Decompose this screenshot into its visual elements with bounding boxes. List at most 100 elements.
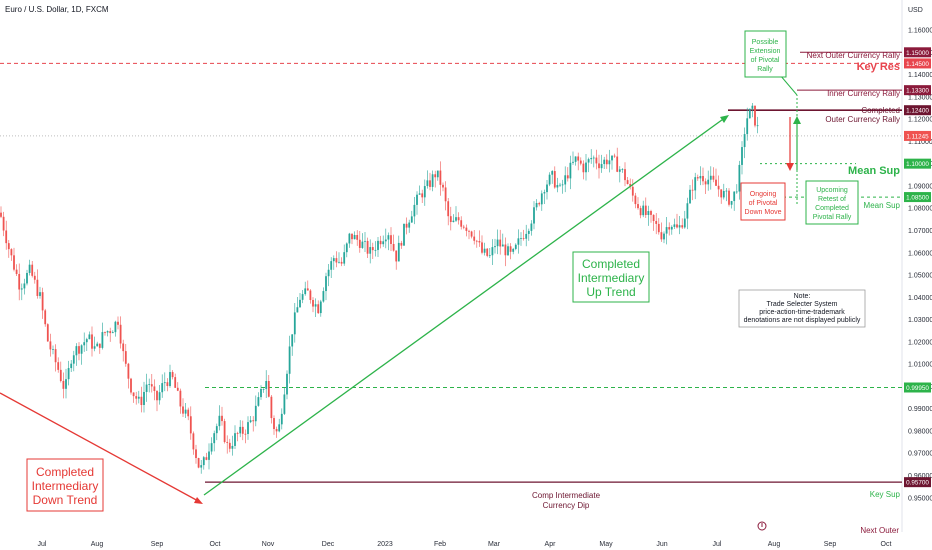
- candle-body: [241, 426, 244, 434]
- note-line-1: Note:: [794, 293, 811, 300]
- candle-body: [522, 238, 525, 239]
- candle-body: [197, 458, 200, 468]
- candle-body: [249, 420, 252, 423]
- candle-body: [712, 175, 715, 180]
- candle-body: [546, 184, 548, 193]
- candle-body: [10, 249, 13, 256]
- candle-body: [639, 208, 642, 216]
- x-tick-label: Oct: [210, 541, 221, 548]
- mean-sup-small-label: Mean Sup: [864, 201, 901, 210]
- candle-body: [686, 203, 689, 219]
- candle-body: [486, 248, 489, 256]
- candle-body: [561, 184, 564, 186]
- candle-body: [223, 421, 226, 442]
- candle-body: [262, 388, 265, 390]
- key-sup-label: Key Sup: [870, 490, 901, 499]
- candle-body: [130, 378, 132, 393]
- candle-body: [535, 203, 538, 208]
- candle-body: [80, 345, 83, 354]
- candle-body: [156, 390, 158, 401]
- candle-body: [637, 204, 639, 209]
- candle-body: [364, 240, 366, 242]
- candle-body: [434, 174, 437, 178]
- candle-body: [410, 216, 413, 223]
- candle-body: [574, 156, 577, 162]
- candle-body: [114, 321, 117, 333]
- candle-body: [176, 387, 179, 391]
- candle-body: [244, 433, 247, 435]
- extension-connector: [779, 74, 798, 96]
- candle-body: [33, 275, 36, 280]
- extension-line-4: Rally: [757, 66, 773, 73]
- x-tick-label: 2023: [377, 541, 393, 548]
- candle-body: [618, 169, 621, 172]
- x-tick-label: Aug: [768, 541, 781, 548]
- candle-body: [247, 422, 249, 435]
- ongoing-line-3: Down Move: [745, 209, 782, 216]
- x-tick-label: Aug: [91, 541, 104, 548]
- candle-body: [374, 249, 377, 251]
- extension-line-3: of Pivotal: [751, 57, 780, 64]
- down-trend-line-1: Completed: [36, 465, 94, 479]
- candle-body: [605, 159, 608, 165]
- candle-body: [358, 239, 361, 248]
- candle-body: [67, 368, 70, 380]
- candle-body: [488, 255, 491, 257]
- candle-body: [517, 238, 520, 245]
- candle-body: [150, 384, 153, 387]
- candle-body: [722, 191, 725, 198]
- candle-body: [379, 240, 382, 245]
- candle-body: [369, 247, 372, 254]
- candle-body: [577, 156, 580, 161]
- time-axis[interactable]: Jul Aug Sep Oct Nov Dec 2023 Feb Mar Apr May Jun Jul…: [38, 541, 892, 548]
- note-line-4: denotations are not displayed publicly: [744, 317, 861, 324]
- candle-body: [748, 108, 751, 119]
- candle-body: [756, 125, 759, 127]
- candle-body: [158, 392, 161, 401]
- extension-box: [744, 30, 787, 78]
- candle-body: [559, 184, 561, 186]
- candle-body: [2, 216, 5, 231]
- price-badge: [904, 58, 931, 69]
- price-badge-label: 1.13300: [906, 88, 929, 95]
- candle-body: [613, 155, 616, 157]
- candle-body: [527, 230, 530, 234]
- down-trend-arrowhead: [194, 497, 203, 504]
- candle-body: [189, 416, 192, 434]
- candle-body: [228, 442, 231, 449]
- candle-body: [13, 255, 15, 270]
- candle-body: [304, 288, 307, 295]
- price-levels: [0, 51, 902, 483]
- candle-body: [673, 224, 676, 227]
- ongoing-line-2: of Pivotal: [749, 200, 778, 207]
- candle-body: [691, 189, 694, 191]
- candle-body: [119, 324, 122, 344]
- x-tick-label: May: [599, 541, 613, 548]
- candle-body: [587, 159, 590, 163]
- candle-body: [582, 163, 585, 173]
- candle-body: [603, 159, 606, 165]
- candle-body: [442, 184, 444, 188]
- alert-icon[interactable]: [757, 521, 767, 531]
- candle-body: [730, 201, 733, 205]
- ongoing-box: [740, 182, 786, 221]
- y-tick-label: 0.95000: [908, 495, 932, 502]
- candle-body: [530, 223, 533, 231]
- candle-body: [494, 246, 496, 248]
- candle-body: [117, 321, 119, 325]
- candle-body: [634, 195, 637, 205]
- candle-body: [200, 465, 203, 468]
- candle-body: [413, 204, 416, 217]
- candle-body: [215, 426, 218, 434]
- candle-body: [475, 240, 478, 242]
- candle-body: [650, 211, 652, 215]
- y-tick-label: 1.12000: [908, 117, 932, 124]
- price-axis[interactable]: 1.16000 1.15000 1.14000 1.13000 1.12000 1.110…: [908, 28, 932, 503]
- y-tick-label: 1.06000: [908, 250, 932, 257]
- price-badge-label: 0.99950: [906, 385, 929, 392]
- candle-body: [465, 227, 468, 231]
- candle-body: [70, 363, 73, 369]
- price-badge: [904, 382, 931, 393]
- candle-body: [143, 391, 145, 405]
